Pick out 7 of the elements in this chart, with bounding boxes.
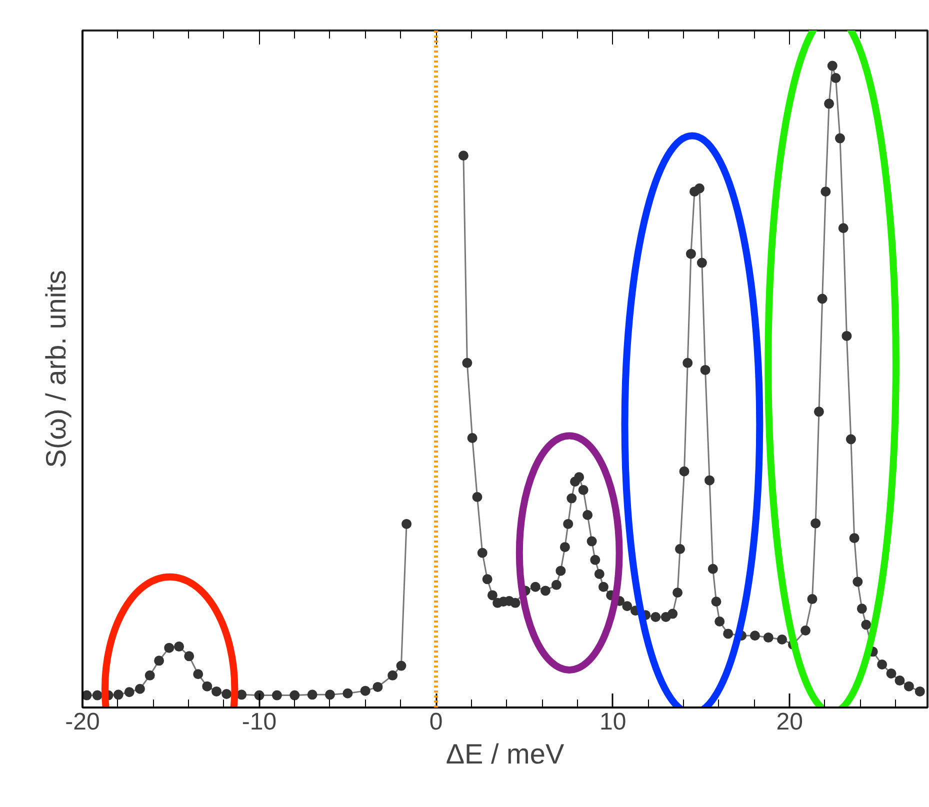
x-tick-label: 0	[429, 708, 443, 736]
y-axis-title: S(ω) / arb. units	[40, 270, 72, 468]
x-tick-label: -20	[65, 708, 100, 736]
x-tick-label: 20	[776, 708, 803, 736]
x-tick-label: -10	[242, 708, 277, 736]
x-tick-label: 10	[599, 708, 626, 736]
x-axis-title: ΔE / meV	[446, 738, 564, 770]
